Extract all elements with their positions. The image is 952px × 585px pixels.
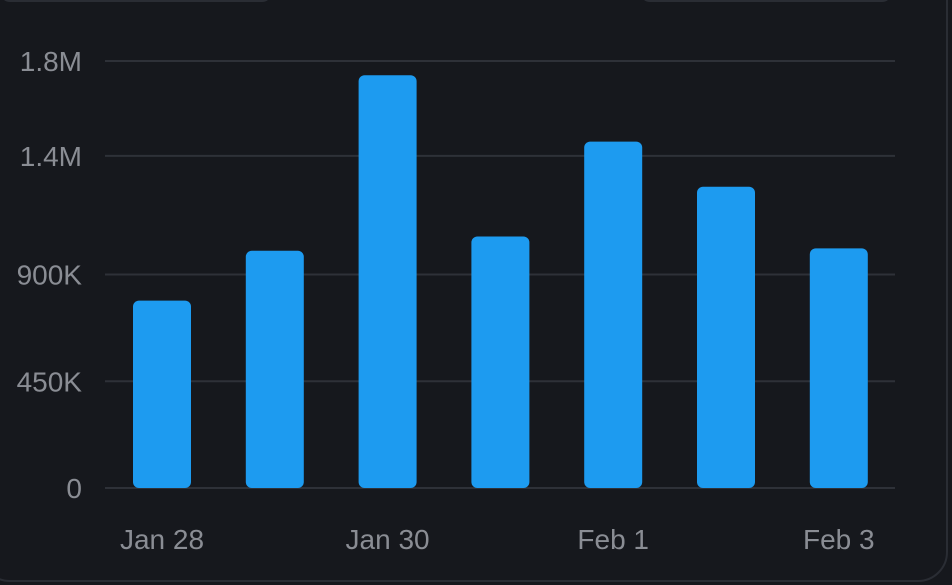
bar-feb-1[interactable] bbox=[584, 141, 643, 488]
x-tick-label: Feb 1 bbox=[577, 524, 649, 555]
x-tick-label: Jan 30 bbox=[346, 524, 430, 555]
x-axis-labels: Jan 28 Jan 30 Feb 1 Feb 3 bbox=[120, 524, 875, 555]
x-tick-label: Feb 3 bbox=[803, 524, 875, 555]
bar-jan-29[interactable] bbox=[245, 250, 304, 488]
bars bbox=[133, 75, 868, 488]
y-tick-label: 0 bbox=[66, 473, 82, 504]
bar-jan-31[interactable] bbox=[471, 236, 530, 488]
y-tick-label: 450K bbox=[17, 366, 83, 397]
y-tick-label: 1.4M bbox=[20, 141, 82, 172]
bar-jan-28[interactable] bbox=[133, 300, 191, 488]
x-tick-label: Jan 28 bbox=[120, 524, 204, 555]
y-axis-labels: 0 450K 900K 1.4M 1.8M bbox=[17, 46, 83, 504]
bar-feb-3[interactable] bbox=[809, 248, 868, 488]
bar-jan-30[interactable] bbox=[358, 75, 417, 488]
bar-feb-2[interactable] bbox=[697, 186, 755, 488]
y-tick-label: 1.8M bbox=[20, 46, 82, 77]
y-tick-label: 900K bbox=[17, 260, 83, 291]
